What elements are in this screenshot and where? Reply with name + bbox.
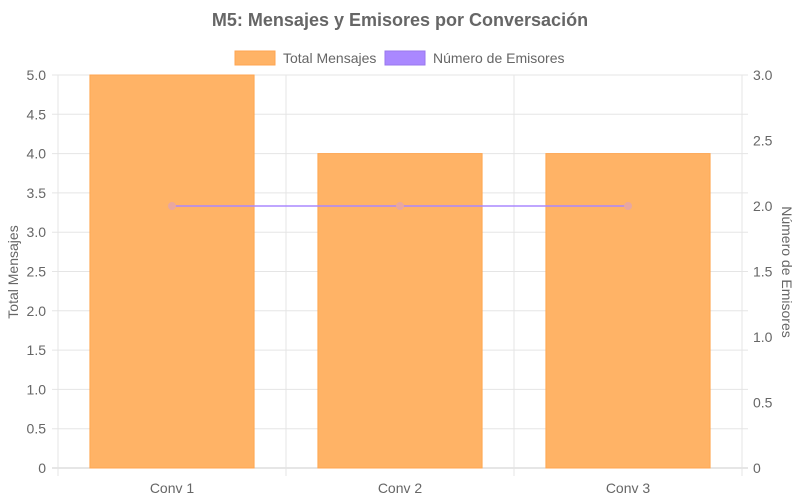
line-point-3[interactable] bbox=[624, 202, 632, 210]
y2-tick-label: 3.0 bbox=[753, 67, 773, 83]
left-axis-ticks: 0 0.5 1.0 1.5 2.0 2.5 3.0 3.5 4.0 4.5 5.0 bbox=[27, 67, 47, 476]
legend-swatch-numero-emisores bbox=[384, 50, 426, 66]
line-point-2[interactable] bbox=[396, 202, 404, 210]
y2-tick-label: 2.0 bbox=[753, 198, 773, 214]
y-tick-label: 0.5 bbox=[27, 421, 47, 437]
y2-tick-label: 0.5 bbox=[753, 395, 773, 411]
bar-2[interactable] bbox=[317, 153, 483, 469]
y-tick-label: 3.5 bbox=[27, 185, 47, 201]
y-tick-label: 1.5 bbox=[27, 342, 47, 358]
chart-title: M5: Mensajes y Emisores por Conversación bbox=[212, 10, 588, 30]
legend-item-total-mensajes[interactable]: Total Mensajes bbox=[234, 50, 376, 66]
line-series bbox=[168, 202, 632, 210]
y2-tick-label: 1.5 bbox=[753, 264, 773, 280]
right-axis-ticks: 0 0.5 1.0 1.5 2.0 2.5 3.0 bbox=[753, 67, 773, 476]
y-tick-label: 4.5 bbox=[27, 106, 47, 122]
y2-tick-label: 0 bbox=[753, 460, 761, 476]
legend-label-total-mensajes: Total Mensajes bbox=[283, 50, 376, 66]
x-tick-label: Conv 1 bbox=[150, 480, 195, 496]
legend-label-numero-emisores: Número de Emisores bbox=[433, 50, 565, 66]
y2-tick-label: 2.5 bbox=[753, 133, 773, 149]
bar-3[interactable] bbox=[545, 153, 711, 469]
y-axis-title: Total Mensajes bbox=[5, 225, 21, 318]
y-tick-label: 0 bbox=[38, 460, 46, 476]
x-tick-label: Conv 2 bbox=[378, 480, 423, 496]
y-tick-label: 3.0 bbox=[27, 224, 47, 240]
y-tick-label: 1.0 bbox=[27, 381, 47, 397]
y-tick-label: 4.0 bbox=[27, 146, 47, 162]
bars bbox=[89, 74, 711, 469]
y2-tick-label: 1.0 bbox=[753, 329, 773, 345]
y-tick-label: 2.5 bbox=[27, 264, 47, 280]
y2-axis-title: Número de Emisores bbox=[779, 206, 795, 338]
y-tick-label: 5.0 bbox=[27, 67, 47, 83]
x-axis-ticks: Conv 1 Conv 2 Conv 3 bbox=[150, 480, 651, 496]
y-tick-label: 2.0 bbox=[27, 303, 47, 319]
legend-swatch-total-mensajes bbox=[234, 50, 276, 66]
x-tick-label: Conv 3 bbox=[606, 480, 651, 496]
legend: Total Mensajes Número de Emisores bbox=[234, 50, 565, 66]
line-point-1[interactable] bbox=[168, 202, 176, 210]
bar-1[interactable] bbox=[89, 74, 255, 469]
legend-item-numero-emisores[interactable]: Número de Emisores bbox=[384, 50, 565, 66]
